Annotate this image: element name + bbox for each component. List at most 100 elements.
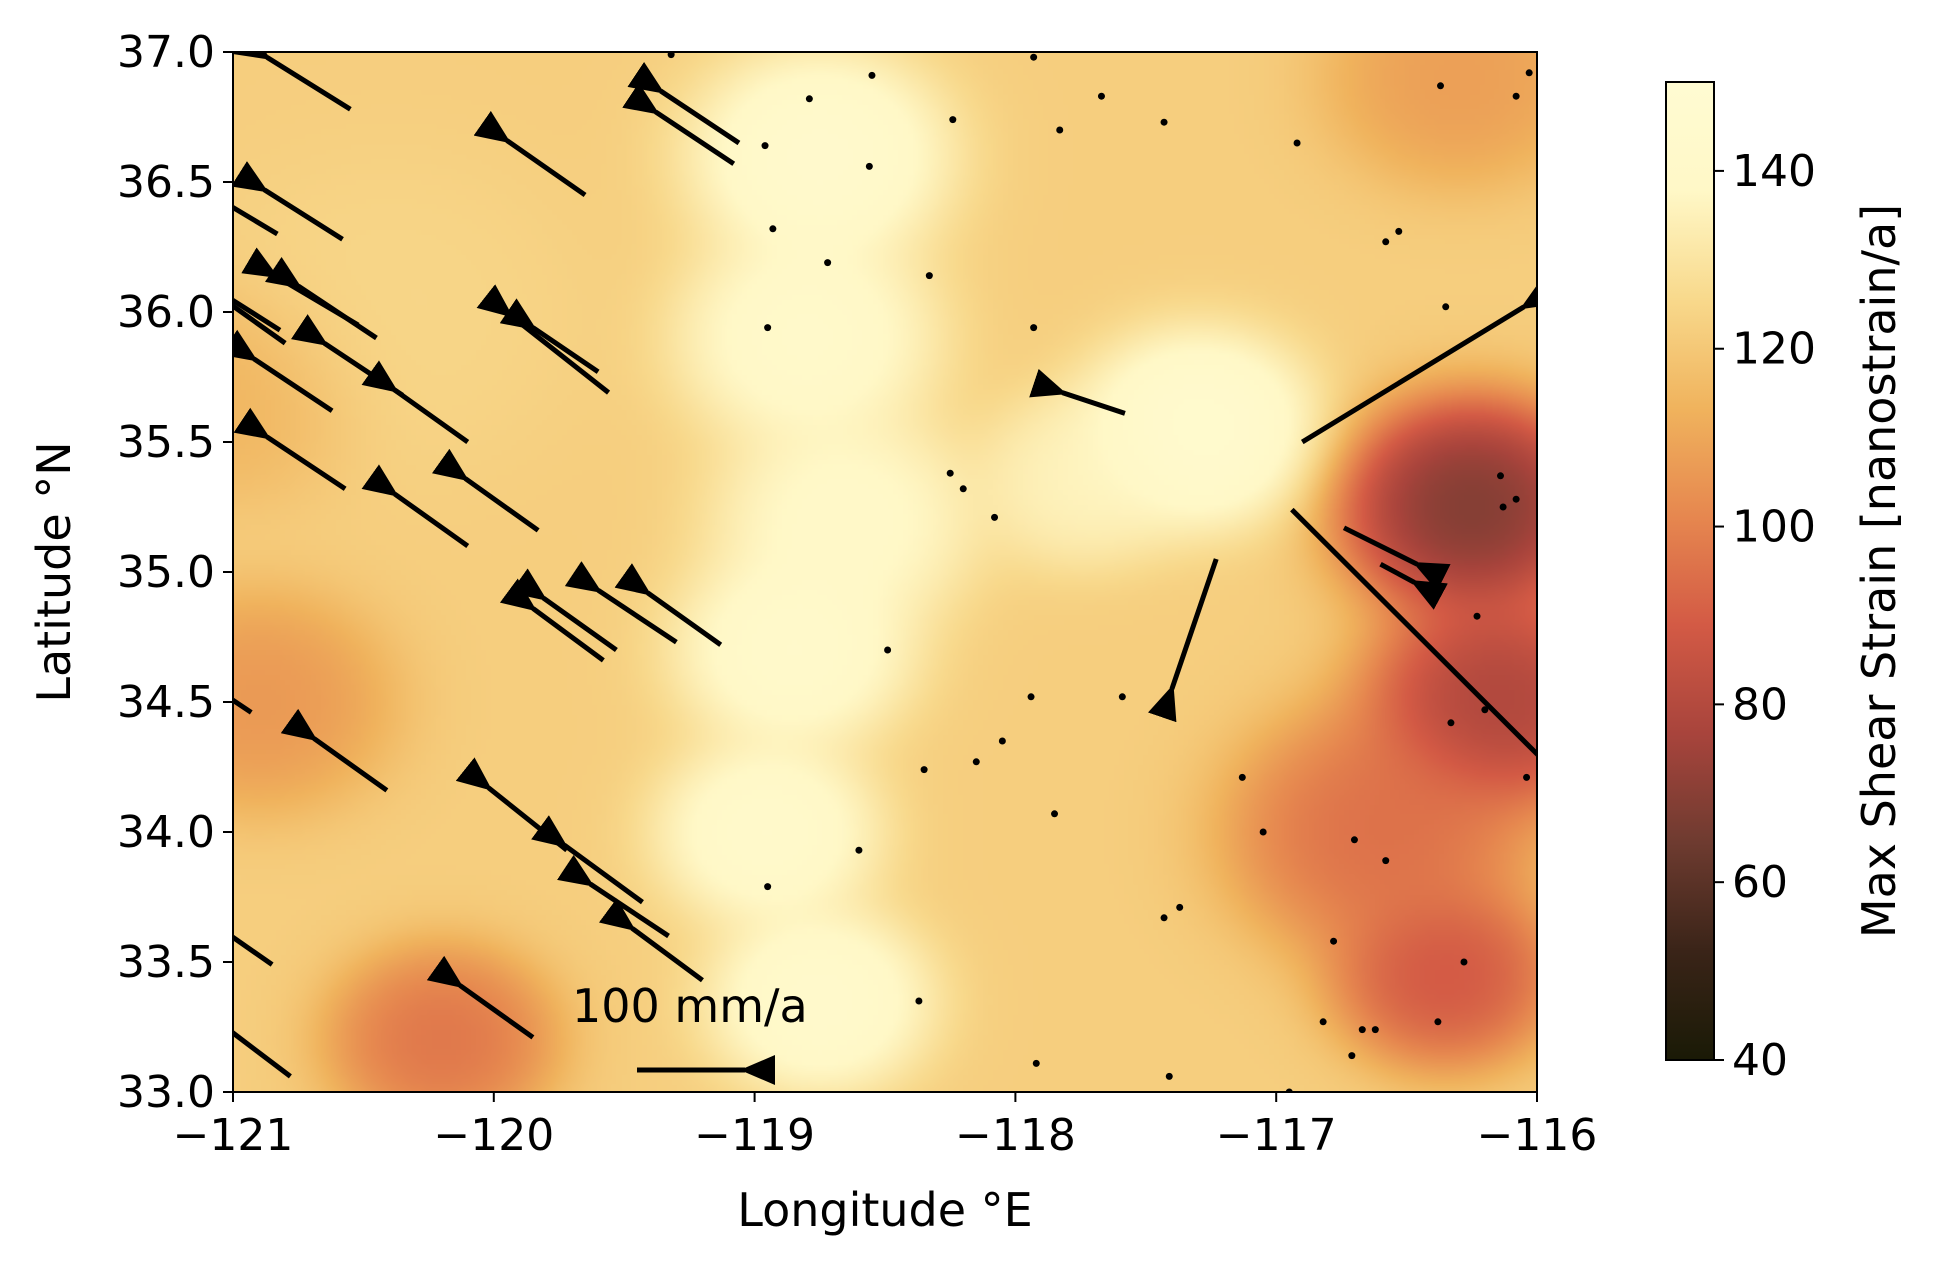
small-velocity-vector	[946, 469, 954, 477]
quiver-key: 100 mm/a	[572, 979, 808, 1085]
velocity-vector	[233, 329, 334, 413]
small-velocity-vector	[1382, 238, 1390, 246]
y-tick-label: 36.5	[117, 157, 215, 208]
x-tick-label: −120	[433, 1110, 554, 1161]
velocity-vector	[499, 298, 600, 374]
small-velocity-vector	[1030, 53, 1038, 61]
small-velocity-vector	[761, 142, 769, 150]
velocity-vector	[233, 407, 347, 491]
small-velocity-vector	[865, 162, 873, 170]
small-velocity-vector	[824, 259, 832, 267]
velocity-vector	[1147, 558, 1219, 723]
x-axis: −121 −120 −119 −118 −117 −116	[173, 1092, 1597, 1161]
small-velocity-vector	[1523, 773, 1531, 781]
velocity-vector	[614, 563, 723, 647]
small-velocity-vector	[1447, 719, 1455, 727]
colorbar-tick-label: 100	[1732, 502, 1816, 553]
small-velocity-vector	[868, 71, 876, 79]
velocity-vector	[473, 110, 587, 198]
y-axis: 33.0 33.5 34.0 34.5 35.0 35.5 36.0 36.5 37.0	[117, 27, 233, 1118]
velocity-vector	[233, 1029, 292, 1079]
colorbar-tick-label: 40	[1732, 1035, 1788, 1086]
velocity-vector	[431, 448, 540, 533]
colorbar-tick-label: 120	[1732, 324, 1816, 375]
small-velocity-vector	[1160, 914, 1168, 922]
velocity-vector	[233, 204, 279, 237]
small-velocity-vector	[1293, 139, 1301, 147]
small-velocity-vector	[1032, 1059, 1040, 1067]
small-velocity-vector	[991, 513, 999, 521]
velocity-vector	[1300, 278, 1537, 445]
small-velocity-vector	[998, 737, 1006, 745]
small-velocity-vector	[1499, 503, 1507, 511]
velocity-vector	[280, 708, 389, 793]
x-tick-label: −119	[694, 1110, 815, 1161]
small-velocity-vector	[1027, 693, 1035, 701]
small-velocity-vector	[1030, 324, 1038, 332]
velocity-vector	[361, 464, 470, 549]
velocity-vector	[598, 898, 704, 983]
colorbar-label: Max Shear Strain [nanostrain/a]	[1852, 204, 1906, 938]
small-velocity-vector	[915, 997, 923, 1005]
small-velocity-vector	[1525, 69, 1533, 77]
y-tick-label: 34.0	[117, 807, 215, 858]
small-velocity-vector	[1238, 773, 1246, 781]
velocity-vector	[361, 360, 470, 445]
velocity-vector	[1029, 368, 1126, 416]
small-velocity-vector	[1358, 1026, 1366, 1034]
strain-heatmap	[233, 52, 1537, 1092]
velocity-vector	[1290, 507, 1537, 758]
x-tick-label: −121	[173, 1110, 294, 1161]
y-tick-label: 35.0	[117, 547, 215, 598]
small-velocity-vector	[1348, 1052, 1356, 1060]
small-velocity-vector	[1160, 118, 1168, 126]
colorbar-tick-label: 80	[1732, 679, 1788, 730]
small-velocity-vector	[1176, 903, 1184, 911]
y-tick-label: 33.0	[117, 1067, 215, 1118]
x-tick-label: −118	[955, 1110, 1076, 1161]
velocity-vector	[241, 247, 360, 328]
velocity-vector	[233, 297, 282, 333]
small-velocity-vector	[1442, 303, 1450, 311]
small-velocity-vector	[1319, 1018, 1327, 1026]
small-velocity-vector	[1350, 836, 1358, 844]
small-velocity-vector	[769, 225, 777, 233]
quiver-key-label: 100 mm/a	[572, 979, 808, 1033]
velocity-vectors	[223, 0, 1537, 1092]
small-velocity-vector	[925, 272, 933, 280]
x-tick-label: −117	[1216, 1110, 1337, 1161]
colorbar-fill	[1665, 81, 1715, 1061]
small-velocity-vector	[1460, 958, 1468, 966]
y-tick-label: 36.0	[117, 287, 215, 338]
velocity-vector	[233, 302, 287, 346]
small-velocity-vector	[920, 766, 928, 774]
small-velocity-vector	[1259, 828, 1267, 836]
y-axis-label: Latitude °N	[27, 441, 81, 702]
velocity-vector	[223, 0, 301, 39]
velocity-vector	[510, 568, 618, 653]
colorbar: 40 60 80 100 120 140 Max Shear Strain [nanost…	[1665, 81, 1906, 1086]
small-velocity-vector	[1051, 810, 1059, 818]
small-velocity-vector	[1512, 495, 1520, 503]
small-velocity-vector	[1165, 1072, 1173, 1080]
small-velocity-vector	[805, 95, 813, 103]
colorbar-tick-label: 140	[1732, 146, 1816, 197]
velocity-vector	[499, 578, 605, 663]
velocity-vector	[233, 52, 352, 112]
colorbar-tick-label: 60	[1732, 857, 1788, 908]
velocity-vector	[426, 955, 535, 1040]
small-velocity-vector	[949, 116, 957, 124]
velocity-vector	[531, 815, 644, 905]
velocity-vector	[233, 697, 253, 715]
velocity-vector	[627, 61, 741, 146]
y-tick-label: 34.5	[117, 677, 215, 728]
small-velocity-vector	[1118, 693, 1126, 701]
small-velocity-vector	[1512, 92, 1520, 100]
small-velocity-vector	[764, 883, 772, 891]
y-tick-label: 33.5	[117, 937, 215, 988]
small-velocity-vector	[1371, 1026, 1379, 1034]
y-tick-label: 35.5	[117, 417, 215, 468]
small-velocity-vector	[884, 646, 892, 654]
small-velocity-vector	[1097, 92, 1105, 100]
small-velocity-vector	[855, 846, 863, 854]
